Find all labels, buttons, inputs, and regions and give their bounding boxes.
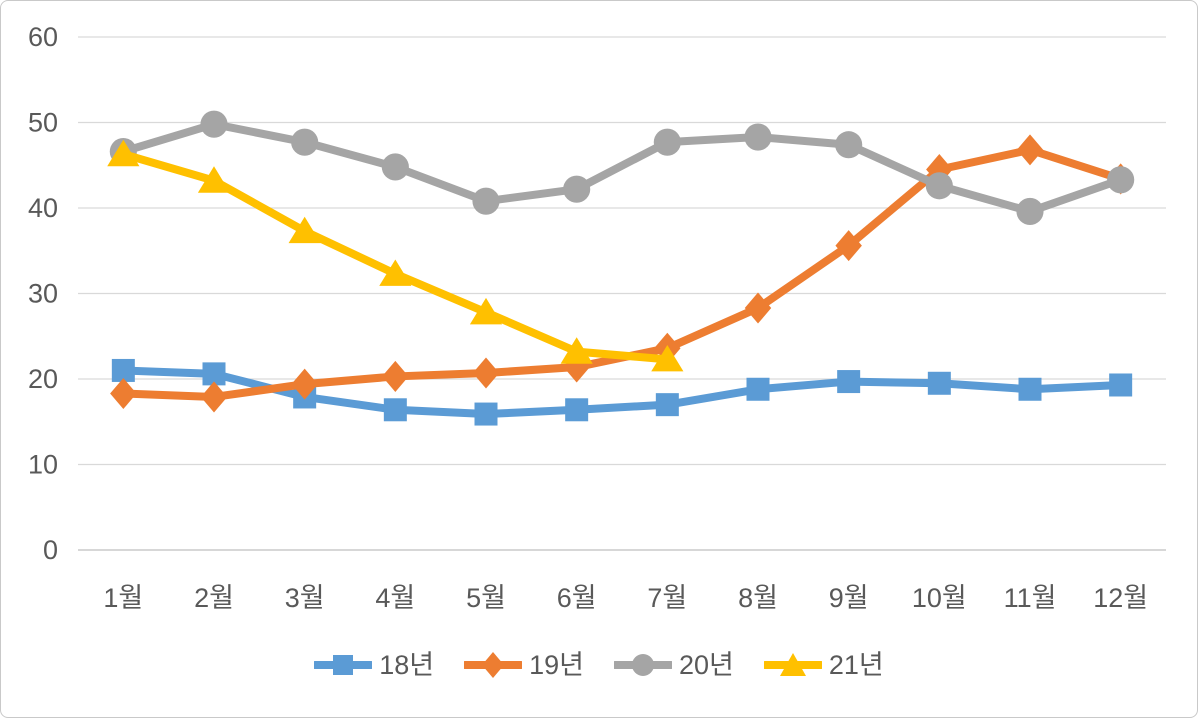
marker-triangle	[651, 344, 684, 372]
x-tick-label: 11월	[1004, 583, 1057, 613]
marker-diamond	[110, 378, 137, 410]
y-tick-label: 60	[28, 22, 58, 52]
y-tick-label: 10	[28, 450, 58, 480]
marker-diamond	[382, 360, 409, 392]
series-line-18년	[119, 366, 1125, 419]
marker-diamond	[200, 381, 228, 413]
series-line-20년	[119, 120, 1125, 216]
marker-square	[655, 393, 679, 417]
x-tick-label: 6월	[557, 583, 597, 613]
marker-square	[565, 398, 589, 422]
legend-item-21년: 21년	[763, 649, 884, 681]
x-tick-label: 4월	[375, 583, 415, 613]
y-tick-label: 50	[28, 108, 58, 138]
marker-circle	[925, 172, 953, 200]
x-tick-label: 8월	[738, 583, 778, 613]
legend-item-20년: 20년	[614, 649, 734, 681]
marker-circle	[472, 187, 500, 215]
x-tick-label: 9월	[829, 583, 869, 613]
marker-diamond	[472, 357, 500, 389]
marker-diamond	[1016, 134, 1044, 166]
y-tick-label: 30	[28, 279, 58, 309]
marker-diamond	[291, 368, 318, 400]
marker-triangle	[197, 166, 231, 193]
series-line-19년	[119, 145, 1125, 401]
marker-square	[1109, 373, 1133, 397]
marker-triangle	[560, 337, 593, 364]
legend-item-19년: 19년	[464, 649, 584, 681]
marker-triangle	[288, 216, 321, 244]
legend-item-18년: 18년	[314, 649, 434, 681]
y-tick-label: 40	[28, 193, 58, 223]
x-tick-label: 3월	[285, 583, 325, 613]
marker-circle	[381, 153, 409, 181]
marker-triangle	[379, 259, 412, 286]
marker-square	[927, 371, 951, 395]
marker-circle	[291, 128, 319, 156]
x-tick-label: 12월	[1093, 583, 1148, 613]
y-tick-label: 20	[28, 364, 58, 394]
x-tick-label: 2월	[194, 583, 234, 613]
marker-square	[746, 377, 770, 401]
marker-square	[111, 358, 135, 382]
marker-square	[202, 362, 226, 386]
chart-legend: 18년 19년 20년 21년	[1, 649, 1197, 681]
legend-circle-icon	[614, 654, 672, 676]
y-tick-label: 0	[43, 535, 58, 565]
marker-circle	[835, 131, 863, 159]
marker-triangle	[469, 297, 503, 325]
marker-circle	[1016, 197, 1044, 225]
marker-circle	[563, 175, 591, 203]
x-tick-label: 10월	[912, 583, 967, 613]
legend-label: 19년	[529, 649, 584, 680]
x-tick-label: 1월	[103, 583, 143, 613]
legend-label: 18년	[379, 649, 435, 680]
marker-diamond	[835, 230, 862, 262]
x-tick-label: 7월	[647, 583, 687, 613]
marker-circle	[200, 110, 228, 138]
marker-square	[837, 370, 861, 394]
marker-square	[383, 398, 407, 422]
marker-circle	[653, 128, 681, 156]
legend-diamond-icon	[464, 652, 523, 678]
marker-circle	[1107, 166, 1135, 194]
marker-triangle	[107, 139, 140, 167]
marker-square	[474, 402, 498, 426]
marker-circle	[744, 123, 772, 151]
marker-diamond	[926, 154, 953, 186]
x-tick-label: 5월	[466, 583, 506, 613]
marker-diamond	[744, 292, 772, 324]
legend-label: 21년	[828, 649, 884, 680]
legend-square-icon	[314, 655, 373, 675]
legend-triangle-icon	[763, 653, 822, 676]
legend-label: 20년	[679, 649, 734, 680]
marker-square	[1018, 377, 1042, 401]
